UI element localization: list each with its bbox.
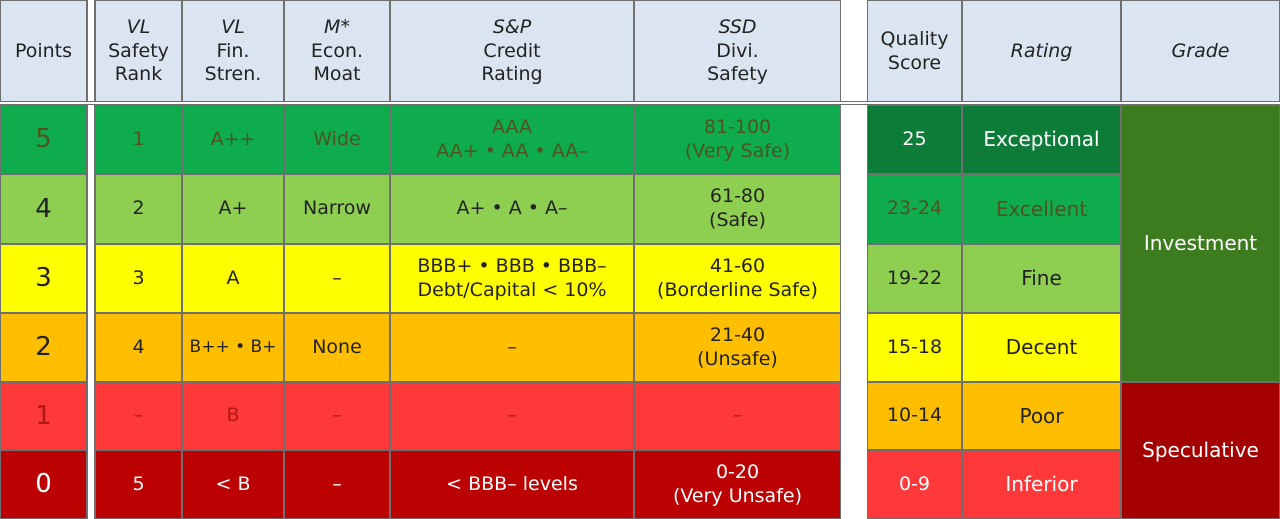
points-cell: 0 bbox=[0, 450, 87, 519]
rating-cell: Poor bbox=[962, 382, 1121, 450]
credit-rating-cell: – bbox=[390, 382, 634, 450]
safety-rank-cell: 4 bbox=[95, 313, 182, 382]
header-rating: Rating bbox=[962, 0, 1121, 103]
safety-rank-cell: 2 bbox=[95, 174, 182, 244]
fin-strength-cell: B++ • B+ bbox=[182, 313, 284, 382]
points-cell: 2 bbox=[0, 313, 87, 382]
header-points: Points bbox=[0, 0, 87, 103]
divi-safety-cell: 0-20 (Very Unsafe) bbox=[634, 450, 841, 519]
divi-safety-cell: 21-40 (Unsafe) bbox=[634, 313, 841, 382]
safety-rank-cell: – bbox=[95, 382, 182, 450]
quality-score-cell: 10-14 bbox=[867, 382, 962, 450]
credit-rating-cell: BBB+ • BBB • BBB– Debt/Capital < 10% bbox=[390, 244, 634, 313]
points-cell: 5 bbox=[0, 105, 87, 174]
quality-score-cell: 19-22 bbox=[867, 244, 962, 313]
header-quality-score: Quality Score bbox=[867, 0, 962, 103]
rating-cell: Decent bbox=[962, 313, 1121, 382]
moat-cell: Wide bbox=[284, 105, 390, 174]
points-cell: 3 bbox=[0, 244, 87, 313]
divi-safety-cell: – bbox=[634, 382, 841, 450]
quality-score-cell: 23-24 bbox=[867, 174, 962, 244]
points-cell: 4 bbox=[0, 174, 87, 244]
header-grade: Grade bbox=[1121, 0, 1280, 103]
quality-score-cell: 0-9 bbox=[867, 450, 962, 519]
quality-score-cell: 15-18 bbox=[867, 313, 962, 382]
header-vl-fin-strength: VL Fin. Stren. bbox=[182, 0, 284, 103]
credit-rating-cell: A+ • A • A– bbox=[390, 174, 634, 244]
divi-safety-cell: 41-60 (Borderline Safe) bbox=[634, 244, 841, 313]
moat-cell: – bbox=[284, 382, 390, 450]
fin-strength-cell: A bbox=[182, 244, 284, 313]
table-gap bbox=[841, 0, 867, 519]
moat-cell: None bbox=[284, 313, 390, 382]
header-econ-moat: M* Econ. Moat bbox=[284, 0, 390, 103]
rating-cell: Inferior bbox=[962, 450, 1121, 519]
credit-rating-cell: < BBB– levels bbox=[390, 450, 634, 519]
quality-score-cell: 25 bbox=[867, 105, 962, 174]
rating-cell: Fine bbox=[962, 244, 1121, 313]
rating-cell: Excellent bbox=[962, 174, 1121, 244]
header-sp-credit-rating: S&P Credit Rating bbox=[390, 0, 634, 103]
column-separator bbox=[87, 0, 95, 519]
grade-speculative-cell: Speculative bbox=[1121, 382, 1280, 519]
fin-strength-cell: B bbox=[182, 382, 284, 450]
header-vl-safety-rank: VL Safety Rank bbox=[95, 0, 182, 103]
points-cell: 1 bbox=[0, 382, 87, 450]
header-separator bbox=[0, 101, 1280, 105]
safety-rank-cell: 5 bbox=[95, 450, 182, 519]
fin-strength-cell: < B bbox=[182, 450, 284, 519]
moat-cell: – bbox=[284, 450, 390, 519]
safety-rank-cell: 3 bbox=[95, 244, 182, 313]
safety-rank-cell: 1 bbox=[95, 105, 182, 174]
credit-rating-cell: – bbox=[390, 313, 634, 382]
credit-rating-cell: AAA AA+ • AA • AA– bbox=[390, 105, 634, 174]
divi-safety-cell: 61-80 (Safe) bbox=[634, 174, 841, 244]
fin-strength-cell: A+ bbox=[182, 174, 284, 244]
moat-cell: – bbox=[284, 244, 390, 313]
rating-cell: Exceptional bbox=[962, 105, 1121, 174]
header-ssd-divi-safety: SSD Divi. Safety bbox=[634, 0, 841, 103]
divi-safety-cell: 81-100 (Very Safe) bbox=[634, 105, 841, 174]
fin-strength-cell: A++ bbox=[182, 105, 284, 174]
moat-cell: Narrow bbox=[284, 174, 390, 244]
grade-investment-cell: Investment bbox=[1121, 105, 1280, 382]
